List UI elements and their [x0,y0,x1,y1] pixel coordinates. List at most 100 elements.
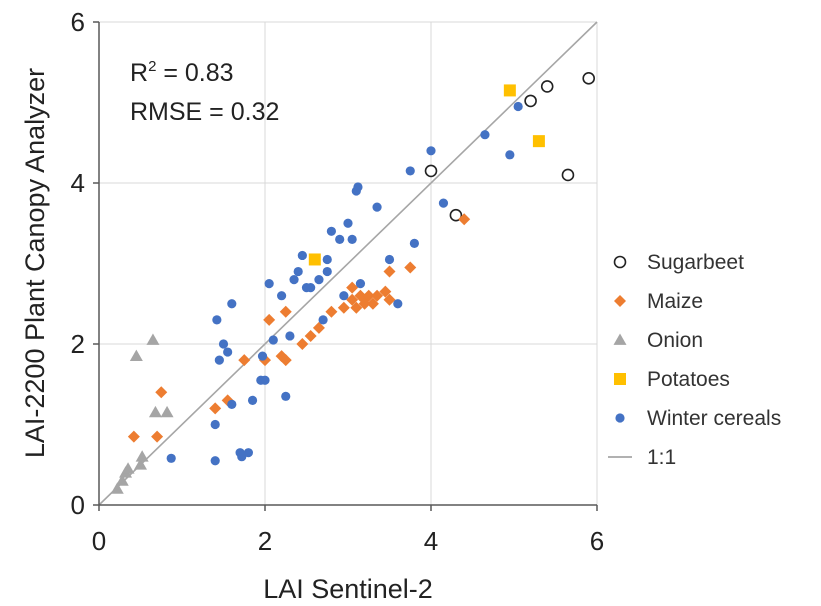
x-tick-label: 0 [92,526,106,556]
y-tick-label: 6 [71,7,85,37]
maize-point [350,301,363,314]
winter-cereals-point [384,254,395,265]
x-tick-label: 6 [590,526,604,556]
legend-swatch-onion [613,333,627,345]
maize-point [371,289,384,302]
maize-point [279,354,292,367]
legend-swatch-potatoes [614,373,626,385]
maize-point [346,293,359,306]
winter-cereals-point [343,218,353,228]
maize-point [209,402,222,415]
y-tick-label: 4 [71,168,85,198]
winter-cereals-point [227,299,237,309]
maize-point [383,293,396,306]
one-to-one-line-segment [98,21,598,506]
winter-cereals-point [260,375,270,385]
maize-point [155,386,168,399]
sugarbeet-point [424,164,438,178]
winter-cereals-point [314,275,324,285]
winter-cereals-point [393,299,403,309]
x-tick-label: 4 [424,526,438,556]
legend-label-maize: Maize [647,290,703,313]
winter-cereals-point [318,315,328,325]
winter-cereals-point [339,291,349,301]
maize-point [151,430,164,443]
winter-cereals-point [355,279,366,289]
legend-label-potatoes: Potatoes [647,368,730,391]
x-tick-label: 2 [258,526,272,556]
winter-cereals-point [426,146,436,156]
onion-point [115,474,129,486]
legend-label-winter-cereals: Winter cereals [647,407,781,430]
potatoes-point [308,253,321,266]
winter-cereals-point [335,234,345,244]
winter-cereals-point [289,275,299,285]
maize-point [127,430,140,443]
winter-cereals-point [210,456,220,466]
winter-cereals-point [347,234,357,244]
winter-cereals-point [322,266,332,277]
legend-swatch-sugarbeet [613,255,627,269]
onion-point [135,450,149,462]
winter-cereals-point [237,452,247,462]
y-tick-label: 0 [71,490,85,520]
potatoes-point [503,84,516,97]
winter-cereals-point [326,226,336,236]
maize-point [458,213,471,226]
winter-cereals-point [210,419,220,430]
winter-cereals-point [513,101,523,112]
y-axis-title: LAI-2200 Plant Canopy Analyzer [20,68,50,458]
winter-cereals-point [218,339,229,349]
winter-cereals-point [297,250,307,261]
winter-cereals-point [227,399,237,409]
maize-point [379,285,392,298]
maize-point [238,354,251,367]
maize-point [325,305,338,318]
winter-cereals-point [293,266,303,277]
maize-point [312,321,325,334]
sugarbeet-point [540,80,554,93]
winter-cereals-point [277,291,287,301]
onion-point [129,349,143,361]
data-points [110,72,596,494]
maize-point [383,265,396,278]
r-squared-annotation: R2 = 0.83 [130,58,234,87]
winter-cereals-point [480,130,490,140]
legend-swatch-winter-cereals [615,413,625,423]
winter-cereals-point [223,347,233,357]
winter-cereals-point [212,315,222,325]
winter-cereals-point [243,448,253,458]
sugarbeet-point [561,168,575,182]
maize-point [362,289,375,302]
winter-cereals-point [285,331,295,341]
maize-point [263,313,276,326]
winter-cereals-point [405,166,415,176]
maize-point [366,297,379,310]
legend: Sugarbeet Maize Onion Potatoes Winter cereal… [608,251,781,469]
winter-cereals-point [322,254,332,265]
legend-label-1-1: 1:1 [647,446,676,469]
legend-label-onion: Onion [647,329,703,352]
winter-cereals-point [214,355,224,365]
sugarbeet-point [582,72,596,85]
winter-cereals-point [264,279,274,289]
winter-cereals-point [281,391,291,401]
maize-point [337,301,350,314]
winter-cereals-point [306,283,316,293]
onion-point [160,405,174,418]
maize-point [296,338,309,350]
axes: 0 2 4 6 0 2 4 6 [71,7,605,556]
sugarbeet-point [449,208,463,222]
winter-cereals-point [247,395,258,405]
onion-point [148,405,162,418]
potatoes-point [532,135,545,148]
maize-point [279,305,292,318]
sugarbeet-point [524,94,537,108]
legend-swatch-maize [614,295,626,307]
onion-point [110,482,124,494]
one-to-one-line [98,21,598,506]
winter-cereals-point [353,182,363,192]
winter-cereals-point [257,351,268,361]
maize-point [404,261,417,274]
